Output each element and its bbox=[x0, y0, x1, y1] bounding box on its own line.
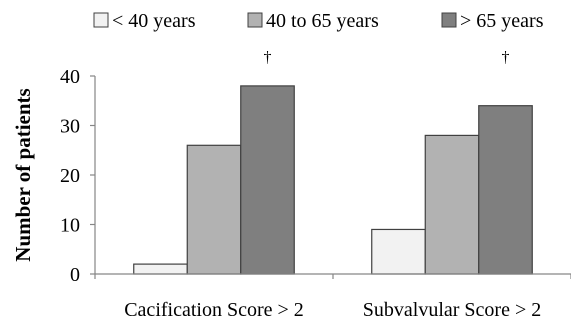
bar-1-2 bbox=[186, 144, 242, 275]
significance-marker: † bbox=[264, 49, 272, 66]
bars bbox=[133, 85, 533, 275]
x-tick-label: Cacification Score > 2 bbox=[124, 299, 304, 321]
significance-marker: † bbox=[502, 49, 510, 66]
bar-2-1 bbox=[371, 228, 426, 275]
bar-1-3 bbox=[240, 85, 295, 275]
y-tick-labels: 0 10 20 30 40 bbox=[60, 66, 80, 286]
annotations: † † bbox=[264, 49, 510, 66]
bar-2-2 bbox=[424, 134, 480, 275]
legend-swatch bbox=[247, 12, 263, 28]
y-tick-label: 10 bbox=[60, 215, 80, 237]
y-tick-label: 30 bbox=[60, 116, 80, 138]
bar-2-3 bbox=[478, 105, 533, 275]
y-tick-label: 0 bbox=[70, 264, 80, 286]
bar-1-1 bbox=[133, 263, 188, 275]
y-axis-label: Number of patients bbox=[11, 88, 35, 261]
x-tick-labels: Cacification Score > 2 Subvalvular Score … bbox=[124, 299, 541, 321]
legend-label: 40 to 65 years bbox=[266, 10, 379, 32]
axes bbox=[90, 75, 571, 279]
legend-label: < 40 years bbox=[112, 10, 196, 32]
x-tick-label: Subvalvular Score > 2 bbox=[363, 299, 541, 321]
legend-label: > 65 years bbox=[460, 10, 544, 32]
legend-swatch bbox=[441, 12, 457, 28]
legend-swatch bbox=[93, 12, 109, 28]
y-tick-label: 40 bbox=[60, 66, 80, 88]
legend: < 40 years 40 to 65 years > 65 years bbox=[93, 10, 544, 32]
y-tick-label: 20 bbox=[60, 165, 80, 187]
